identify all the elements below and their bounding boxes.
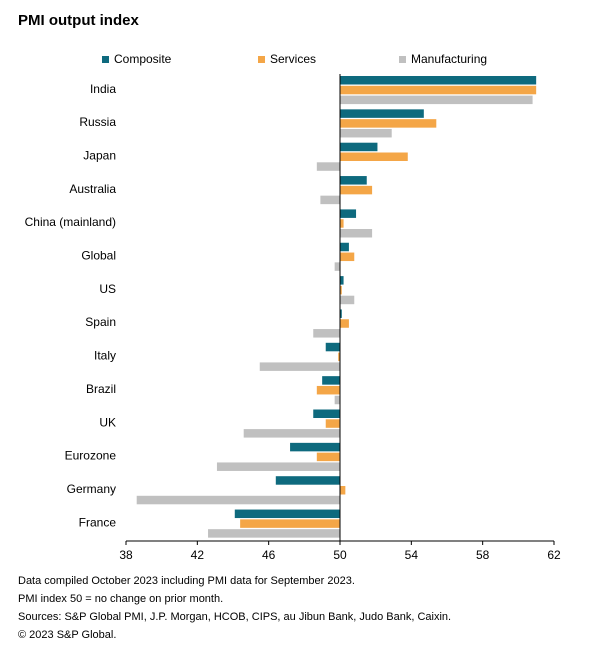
category-label-global: Global [81,249,116,263]
x-tick-label-50: 50 [333,548,347,562]
bar-manufacturing-global [334,262,340,271]
category-label-russia: Russia [79,115,116,129]
bar-manufacturing-us [340,295,355,305]
footnotes: Data compiled October 2023 including PMI… [18,572,451,644]
bar-composite-eurozone [290,442,340,452]
bar-composite-italy [325,342,340,352]
x-tick-label-62: 62 [547,548,561,562]
bar-manufacturing-japan [316,162,340,171]
bar-services-australia [340,185,373,195]
legend-swatch-manufacturing [399,55,406,63]
category-label-france: France [79,515,117,529]
bar-manufacturing-eurozone [216,462,340,471]
bar-services-uk [325,419,340,428]
bar-manufacturing-china-mainland [340,229,373,238]
bar-services-spain [340,319,349,328]
category-label-australia: Australia [69,182,116,196]
bar-manufacturing-france [208,529,340,538]
bar-services-eurozone [316,452,340,462]
bar-services-global [340,252,355,262]
bar-manufacturing-germany [136,495,340,505]
bar-manufacturing-australia [320,195,340,205]
category-label-japan: Japan [83,148,116,162]
bar-composite-uk [313,409,340,418]
bar-manufacturing-india [340,95,533,105]
footnote-index-definition: PMI index 50 = no change on prior month. [18,593,224,605]
legend-swatch-services [258,55,265,63]
bar-services-russia [340,119,437,128]
bar-services-india [340,85,537,95]
bar-services-china-mainland [340,219,344,228]
legend-label-composite: Composite [114,52,172,66]
category-label-germany: Germany [67,482,116,496]
bar-services-us [340,285,342,295]
bar-manufacturing-spain [313,329,340,338]
category-label-uk: UK [99,415,116,429]
legend-label-services: Services [270,52,317,66]
category-label-italy: Italy [94,349,116,363]
footnote-data-compiled: Data compiled October 2023 including PMI… [18,575,355,587]
bar-composite-australia [340,176,367,185]
x-tick-label-42: 42 [191,548,205,562]
legend-label-manufacturing: Manufacturing [411,52,488,66]
bar-composite-brazil [322,376,340,385]
bar-composite-spain [340,309,342,318]
x-tick-label-58: 58 [476,548,490,562]
footnote-sources: Sources: S&P Global PMI, J.P. Morgan, HC… [18,611,452,623]
category-label-india: India [90,82,116,96]
footnote-copyright: © 2023 S&P Global. [18,629,117,641]
category-label-brazil: Brazil [86,382,116,396]
bar-services-brazil [316,385,340,395]
bar-composite-france [234,509,340,519]
legend-item-composite: Composite [102,52,171,66]
bar-composite-global [340,242,349,252]
legend-item-services: Services [258,52,316,66]
bar-services-japan [340,152,408,161]
bar-manufacturing-russia [340,128,392,138]
category-label-spain: Spain [85,315,116,329]
bar-composite-japan [340,142,378,152]
bar-services-france [240,519,340,528]
bar-composite-germany [275,476,340,485]
bar-manufacturing-brazil [334,395,340,405]
chart-title: PMI output index [18,12,139,29]
x-tick-label-38: 38 [119,548,133,562]
bar-services-italy [338,352,340,362]
legend-item-manufacturing: Manufacturing [399,52,487,66]
bar-composite-us [340,276,344,285]
bar-services-germany [340,486,346,495]
bar-composite-russia [340,109,424,118]
x-tick-label-54: 54 [405,548,419,562]
x-tick-label-46: 46 [262,548,276,562]
category-label-us: US [99,282,116,296]
category-label-eurozone: Eurozone [65,449,117,463]
bar-chart: India Russia Japan Australia China (mainland… [25,74,561,562]
bar-composite-india [340,76,537,85]
category-label-china-mainland: China (mainland) [25,215,116,229]
bar-manufacturing-italy [259,362,340,371]
bar-manufacturing-uk [243,429,340,438]
legend-swatch-composite [102,55,109,63]
bar-composite-china-mainland [340,209,357,218]
